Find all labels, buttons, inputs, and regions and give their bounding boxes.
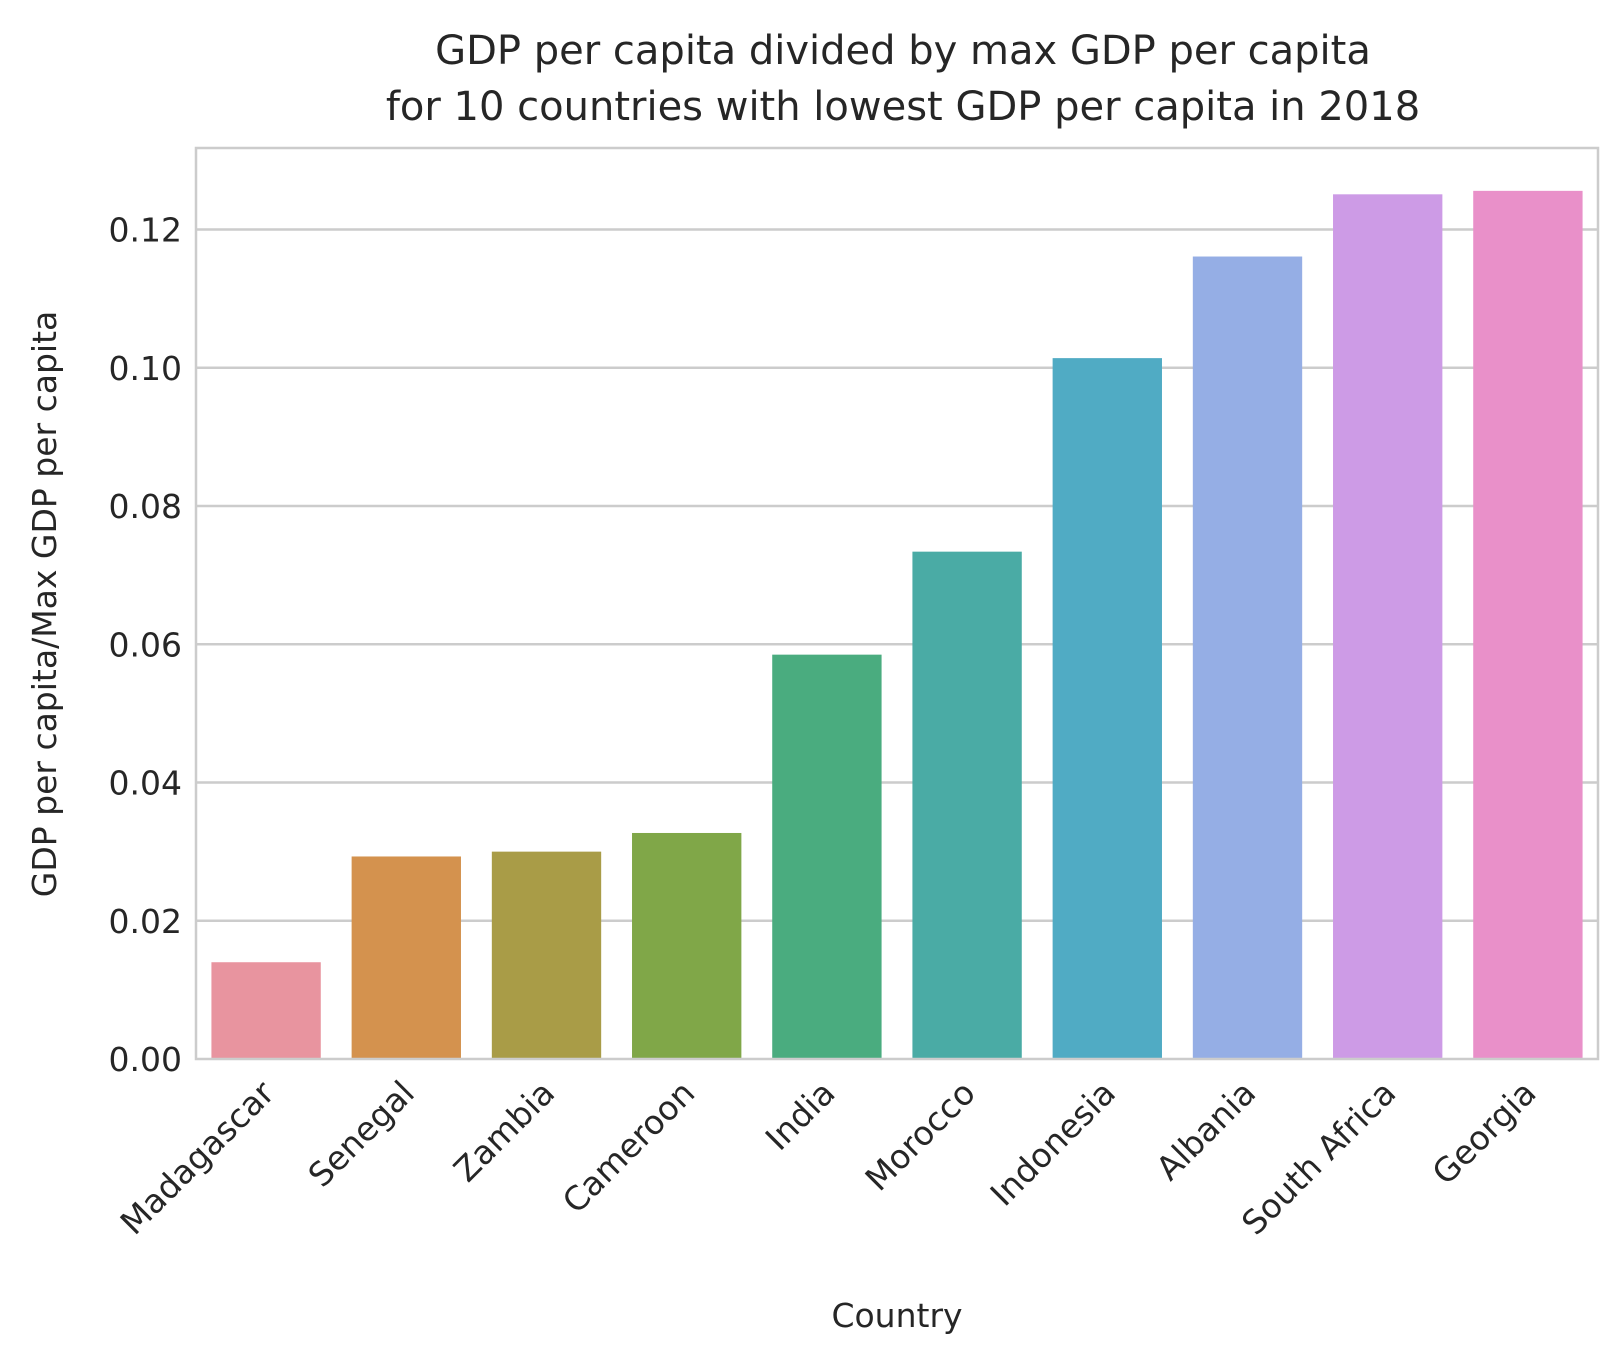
bar-senegal — [352, 856, 461, 1059]
y-tick-label: 0.00 — [109, 1040, 182, 1079]
y-tick-label: 0.12 — [109, 211, 182, 250]
x-tick-label: Senegal — [300, 1073, 421, 1194]
bar-albania — [1193, 257, 1302, 1059]
y-tick-label: 0.06 — [109, 625, 182, 664]
x-tick-label: India — [758, 1073, 843, 1158]
bar-south-africa — [1333, 194, 1442, 1059]
x-tick-label: Morocco — [857, 1073, 982, 1198]
x-axis-label: Country — [831, 1296, 962, 1335]
y-tick-label: 0.10 — [109, 349, 182, 388]
bar-madagascar — [211, 962, 320, 1059]
y-tick-label: 0.02 — [109, 902, 182, 941]
y-tick-label: 0.08 — [109, 487, 182, 526]
bar-india — [772, 655, 881, 1059]
chart-title-line-1: GDP per capita divided by max GDP per ca… — [435, 28, 1371, 74]
bar-zambia — [492, 852, 601, 1059]
x-tick-label: Madagascar — [113, 1073, 282, 1242]
bar-morocco — [912, 552, 1021, 1059]
x-tick-label: Cameroon — [555, 1073, 703, 1221]
chart-title-line-2: for 10 countries with lowest GDP per cap… — [386, 84, 1420, 130]
x-tick-label: Indonesia — [983, 1073, 1123, 1213]
bar-cameroon — [632, 833, 741, 1059]
x-tick-label: Zambia — [446, 1073, 562, 1189]
y-axis-label: GDP per capita/Max GDP per capita — [25, 311, 64, 897]
x-tick-label: Georgia — [1424, 1073, 1543, 1192]
y-tick-label: 0.04 — [109, 764, 182, 803]
y-tick-labels: 0.00 0.02 0.04 0.06 0.08 0.10 0.12 — [109, 211, 182, 1079]
bar-georgia — [1473, 191, 1582, 1059]
x-tick-label: Albania — [1148, 1073, 1263, 1188]
bars — [211, 191, 1582, 1059]
bar-indonesia — [1053, 358, 1162, 1059]
